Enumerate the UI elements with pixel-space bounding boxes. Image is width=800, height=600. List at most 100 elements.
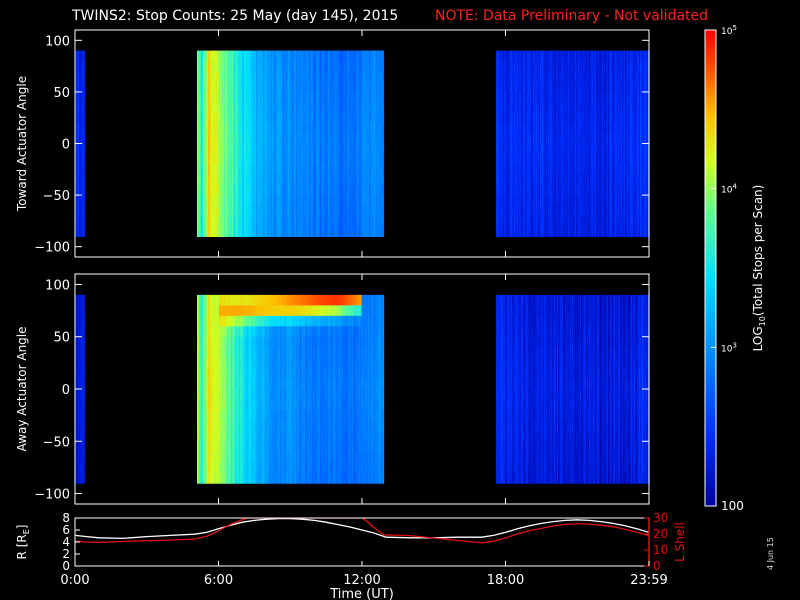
heatmap-cell: [256, 164, 259, 176]
heatmap-cell: [208, 205, 211, 217]
heatmap-cell: [309, 122, 312, 134]
heatmap-cell: [265, 50, 268, 62]
heatmap-cell: [256, 153, 259, 165]
heatmap-cell: [232, 102, 235, 114]
heatmap-cell: [325, 91, 328, 103]
heatmap-cell: [83, 102, 86, 114]
heatmap-cell: [297, 112, 300, 124]
heatmap-cell: [340, 133, 343, 145]
heatmap-cell: [380, 102, 383, 114]
heatmap-cell: [506, 102, 509, 114]
heatmap-cell: [328, 226, 331, 237]
heatmap-cell: [293, 133, 296, 145]
heatmap-cell: [207, 102, 210, 114]
heatmap-cell: [266, 133, 269, 145]
heatmap-cell: [356, 133, 359, 145]
heatmap-cell: [524, 60, 527, 72]
heatmap-cell: [502, 153, 505, 165]
heatmap-cell: [300, 226, 303, 237]
heatmap-cell: [246, 205, 249, 217]
heatmap-cell: [234, 133, 237, 145]
heatmap-cell: [367, 184, 370, 196]
heatmap-cell: [347, 71, 350, 83]
heatmap-cell: [296, 71, 299, 83]
heatmap-cell: [230, 195, 233, 207]
heatmap-cell: [252, 102, 255, 114]
heatmap-cell: [349, 91, 352, 103]
heatmap-cell: [518, 195, 521, 207]
heatmap-cell: [225, 122, 228, 134]
heatmap-cell: [318, 91, 321, 103]
heatmap-cell: [238, 205, 241, 217]
heatmap-cell: [305, 215, 308, 227]
heatmap-cell: [300, 184, 303, 196]
heatmap-cell: [213, 102, 216, 114]
heatmap-cell: [264, 174, 267, 186]
heatmap-cell: [201, 153, 204, 165]
heatmap-cell: [522, 112, 525, 124]
heatmap-cell: [244, 122, 247, 134]
heatmap-cell: [78, 71, 81, 83]
heatmap-cell: [284, 174, 287, 186]
heatmap-cell: [523, 81, 526, 93]
heatmap-cell: [520, 205, 523, 217]
heatmap-cell: [253, 81, 256, 93]
heatmap-cell: [509, 112, 512, 124]
heatmap-cell: [236, 174, 239, 186]
heatmap-cell: [340, 81, 343, 93]
heatmap-cell: [349, 184, 352, 196]
heatmap-cell: [77, 205, 80, 217]
heatmap-cell: [292, 143, 295, 155]
heatmap-cell: [320, 184, 323, 196]
heatmap-cell: [238, 133, 241, 145]
heatmap-cell: [501, 164, 504, 176]
heatmap-cell: [378, 215, 381, 227]
heatmap-cell: [361, 122, 364, 134]
heatmap-cell: [355, 81, 358, 93]
heatmap-cell: [248, 195, 251, 207]
heatmap-cell: [229, 112, 232, 124]
heatmap-cell: [240, 184, 243, 196]
heatmap-cell: [278, 174, 281, 186]
heatmap-cell: [222, 174, 225, 186]
heatmap-cell: [519, 50, 522, 62]
heatmap-cell: [236, 184, 239, 196]
heatmap-cell: [274, 122, 277, 134]
heatmap-cell: [301, 164, 304, 176]
heatmap-cell: [326, 50, 329, 62]
heatmap-cell: [310, 102, 313, 114]
heatmap-cell: [519, 153, 522, 165]
heatmap-cell: [280, 91, 283, 103]
heatmap-cell: [369, 215, 372, 227]
heatmap-cell: [232, 81, 235, 93]
heatmap-cell: [238, 184, 241, 196]
heatmap-cell: [286, 50, 289, 62]
heatmap-cell: [207, 164, 210, 176]
heatmap-cell: [376, 112, 379, 124]
heatmap-cell: [360, 60, 363, 72]
heatmap-cell: [203, 122, 206, 134]
heatmap-cell: [259, 226, 262, 237]
heatmap-cell: [296, 50, 299, 62]
heatmap-cell: [499, 71, 502, 83]
heatmap-cell: [201, 143, 204, 155]
heatmap-cell: [496, 133, 499, 145]
heatmap-cell: [382, 226, 385, 237]
heatmap-cell: [269, 153, 272, 165]
heatmap-cell: [260, 215, 263, 227]
heatmap-cell: [374, 112, 377, 124]
heatmap-cell: [252, 71, 255, 83]
heatmap-cell: [219, 50, 222, 62]
heatmap-cell: [200, 71, 203, 83]
heatmap-cell: [283, 81, 286, 93]
heatmap-cell: [273, 184, 276, 196]
heatmap-cell: [360, 143, 363, 155]
heatmap-cell: [276, 226, 279, 237]
heatmap-cell: [351, 91, 354, 103]
heatmap-cell: [360, 71, 363, 83]
heatmap-cell: [304, 122, 307, 134]
heatmap-cell: [202, 71, 205, 83]
heatmap-cell: [246, 81, 249, 93]
heatmap-cell: [75, 174, 77, 186]
heatmap-cell: [286, 60, 289, 72]
